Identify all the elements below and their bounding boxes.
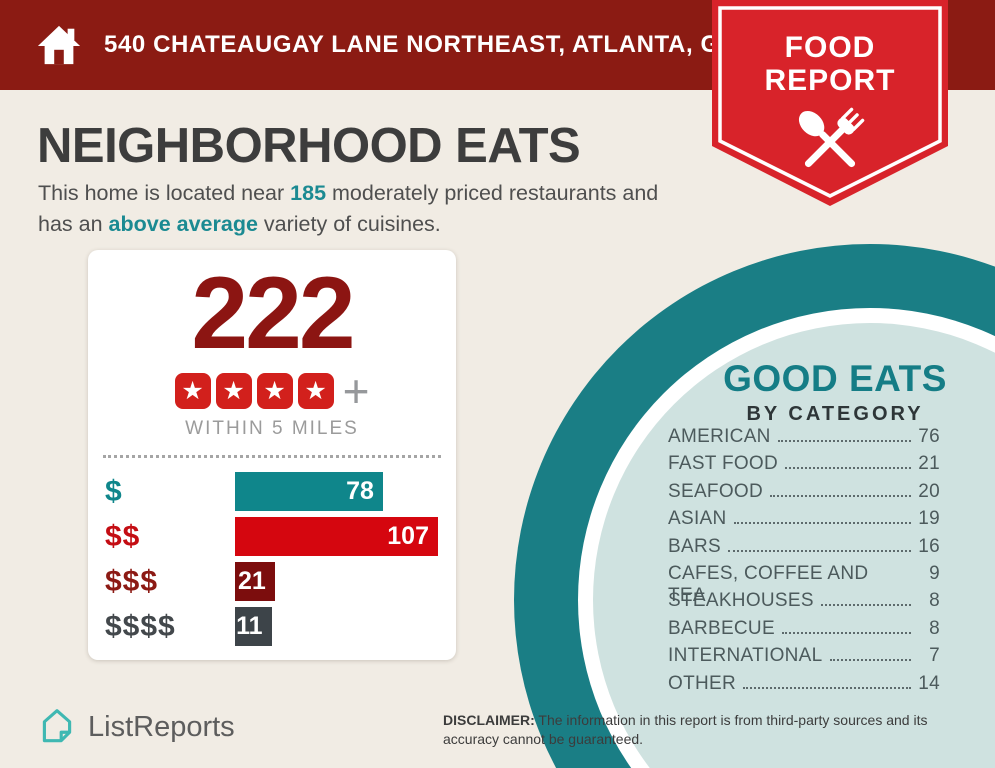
category-label: CAFES, COFFEE AND TEA: [668, 562, 869, 606]
category-value: 8: [929, 617, 940, 639]
category-label: STEAKHOUSES: [668, 590, 814, 612]
star-icon: ★: [215, 373, 252, 409]
category-label: BARS: [668, 535, 721, 557]
bar-track: 107: [235, 517, 438, 556]
dotted-leader: [743, 686, 911, 689]
subtitle-text: This home is located near: [38, 181, 291, 205]
dotted-leader: [781, 631, 911, 634]
category-row: SEAFOOD 20: [668, 481, 940, 508]
category-row: STEAKHOUSES 8: [668, 590, 940, 617]
good-eats-subtitle: BY CATEGORY: [746, 403, 924, 425]
bar-value-label: 78: [346, 477, 374, 505]
bar-value-label: 11: [236, 612, 263, 640]
home-icon: [37, 25, 81, 65]
restaurant-count-highlight: 185: [290, 181, 327, 205]
category-label: INTERNATIONAL: [668, 645, 823, 667]
category-value: 9: [929, 562, 940, 584]
category-value: 21: [918, 453, 940, 475]
price-tier-row: $78: [105, 472, 438, 511]
dotted-leader: [727, 549, 911, 552]
brand-name: ListReports: [88, 710, 235, 743]
ribbon-title-line1: FOOD: [785, 31, 876, 64]
dotted-leader: [777, 440, 911, 442]
radius-label: WITHIN 5 MILES: [185, 418, 359, 439]
category-row: INTERNATIONAL 7: [668, 645, 940, 672]
category-value: 7: [929, 645, 940, 667]
bar-track: 21: [235, 562, 438, 601]
star-icon: ★: [256, 373, 293, 409]
category-row: FAST FOOD 21: [668, 453, 940, 480]
price-tier-label: $$: [105, 519, 141, 553]
subtitle-text: variety of cuisines.: [257, 211, 441, 236]
category-label: AMERICAN: [668, 426, 771, 447]
subtitle-text: moderately priced restaurants and has an: [38, 181, 659, 236]
good-eats-header: GOOD EATS BY CATEGORY: [640, 358, 995, 426]
spoon-fork-icon: [798, 107, 865, 168]
bar: 107: [235, 517, 438, 556]
ribbon-title-line2: REPORT: [764, 64, 895, 97]
disclaimer: DISCLAIMER: The information in this repo…: [443, 711, 959, 749]
star-icon: ★: [174, 373, 211, 409]
dotted-leader: [820, 604, 911, 607]
category-label: ASIAN: [668, 508, 727, 530]
dotted-leader: [733, 522, 911, 525]
category-row: ASIAN 19: [668, 508, 940, 535]
bar-track: 11: [235, 607, 438, 646]
variety-highlight: above average: [108, 211, 258, 236]
price-tier-row: $$$$ 11: [105, 607, 438, 646]
rating-row: ★ ★ ★ ★ +: [88, 365, 456, 417]
price-tier-label: $$$$: [105, 609, 176, 643]
disclaimer-text: The information in this report is from t…: [443, 712, 928, 747]
listreports-house-icon: [42, 709, 72, 743]
bar-value-label: 107: [387, 522, 429, 550]
category-label: OTHER: [668, 672, 736, 694]
price-tier-row: $$ 107: [105, 517, 438, 556]
category-value: 16: [918, 535, 940, 557]
bar-track: 78: [235, 472, 438, 511]
bar: 21: [235, 562, 275, 601]
stars-row: ★ ★ ★ ★: [174, 373, 334, 409]
disclaimer-label: DISCLAIMER:: [443, 712, 535, 728]
bar-value-label: 21: [238, 567, 266, 595]
category-label: SEAFOOD: [668, 480, 764, 502]
category-value: 8: [929, 590, 940, 612]
category-label: FAST FOOD: [668, 453, 779, 475]
plus-icon: +: [342, 365, 370, 417]
category-value: 76: [918, 426, 940, 447]
category-value: 19: [918, 508, 940, 530]
price-tier-row: $$$ 21: [105, 562, 438, 601]
bar: 11: [235, 607, 272, 646]
page-subtitle: This home is located near 185 moderately…: [38, 178, 693, 239]
category-label: BARBECUE: [668, 617, 775, 639]
category-row: BARBECUE 8: [668, 618, 940, 645]
dotted-leader: [785, 467, 911, 470]
category-row: BARS 16: [668, 536, 940, 563]
price-tier-label: $: [105, 474, 123, 508]
category-list: AMERICAN 76 FAST FOOD 21 SEAFOOD 20 ASIAN 19 BAR…: [668, 426, 940, 700]
bar: 78: [235, 472, 383, 511]
price-tier-label: $$$: [105, 564, 159, 598]
star-icon: ★: [297, 373, 334, 409]
restaurant-count: 222: [191, 256, 355, 370]
dotted-leader: [770, 494, 911, 497]
dotted-leader: [829, 659, 911, 662]
price-bars: $78 $$ 107 $$$ 21 $$$$ 11: [88, 464, 456, 646]
category-row: OTHER 14: [668, 673, 940, 700]
category-value: 14: [918, 672, 940, 694]
dotted-divider: [103, 455, 441, 458]
restaurant-stats-card: 222 ★ ★ ★ ★ + WITHIN 5 MILES $78 $$ 107 $$$ 21 $…: [88, 250, 456, 660]
food-report-ribbon: FOOD REPORT: [712, 0, 948, 206]
good-eats-title: GOOD EATS: [723, 358, 947, 399]
category-row: CAFES, COFFEE AND TEA 9: [668, 562, 940, 606]
category-value: 20: [918, 480, 940, 502]
category-row: AMERICAN 76: [668, 426, 940, 453]
page-title: NEIGHBORHOOD EATS: [37, 119, 581, 173]
listreports-logo: ListReports: [36, 706, 235, 748]
property-address: 540 CHATEAUGAY LANE NORTHEAST, ATLANTA, …: [104, 31, 814, 58]
